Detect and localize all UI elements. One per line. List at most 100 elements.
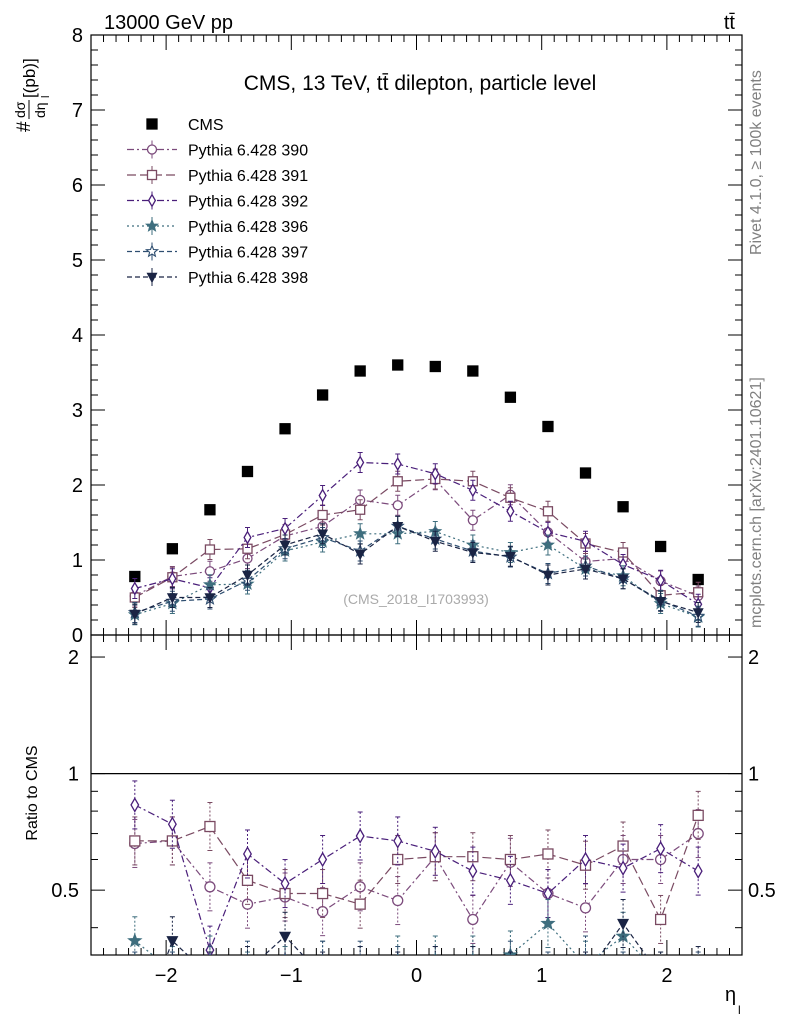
ratio-point [581,851,591,868]
data-point [467,515,478,526]
ratio-point [430,843,440,860]
y-tick-label: 2 [72,475,83,497]
ratio-line [134,833,699,921]
ratio-point [692,970,704,982]
y-label-unit: [(pb)] [20,58,39,98]
ratio-y-tick-label: 2 [68,647,79,669]
ratio-point [354,881,366,893]
series-pythia-6-428-390 [129,469,704,607]
series-pythia-6-428-391 [129,468,704,608]
ratio-series-layer [127,780,704,987]
data-point [654,540,667,553]
data-point [355,504,366,515]
ratio-point [204,964,216,976]
ratio-point [242,846,252,862]
ratio-point [354,959,366,971]
ratio-point [429,964,441,976]
legend-label: CMS [188,117,224,134]
x-tick-label: 0 [411,965,422,987]
series-line [134,461,699,605]
ratio-point [693,967,703,977]
ratio-point [205,972,215,982]
data-point [392,359,404,371]
ratio-point [467,913,479,926]
data-point [204,504,216,516]
ratio-series-pythia-6-428-398 [166,899,703,982]
data-point [617,501,629,513]
data-point [353,526,368,540]
main-axes: 0 1 2 3 4 5 6 7 8 [72,25,742,650]
legend-label: Pythia 6.428 398 [188,270,308,287]
ratio-point [354,964,366,976]
y-label-hash: # [14,121,35,132]
main-series-layer [127,359,706,628]
ratio-point [540,915,556,931]
ratio-y-tick-label-right: 2 [748,647,759,669]
ratio-series-pythia-6-428-392 [130,780,703,955]
ratio-point [316,959,328,971]
ratio-point [393,972,403,982]
ratio-point [618,860,628,876]
ratio-point [579,902,592,914]
ratio-point [166,936,179,948]
ratio-point [354,898,366,910]
legend-entry: Pythia 6.428 391 [127,166,308,185]
legend-marker [146,272,158,284]
ratio-point [617,918,630,931]
legend-entry: CMS [146,117,224,134]
data-point [204,593,216,604]
ratio-point [617,970,629,982]
ratio-point [584,951,587,955]
ratio-y-tick-label: 1 [68,764,79,786]
legend-marker [146,118,158,130]
ratio-point [692,809,704,822]
data-point [617,574,629,585]
series-line [134,525,699,617]
series-pythia-6-428-392 [130,452,703,615]
data-point [241,465,254,478]
legend-label: Pythia 6.428 392 [188,194,308,211]
ratio-point [241,959,253,971]
series-pythia-6-428-397 [127,515,706,627]
series-line [134,478,699,599]
ratio-point [692,975,704,987]
data-point [655,597,667,608]
ratio-point [392,894,404,907]
y-tick-label: 6 [72,175,83,197]
ratio-y-tick-label-right: 0.5 [748,880,776,902]
ratio-point [393,833,403,849]
y-tick-label: 1 [72,550,83,572]
data-point [579,467,592,479]
data-point [429,537,441,548]
ratio-point [318,972,328,982]
ratio-panel-frame [90,634,743,956]
rivet-label: Rivet 4.1.0, ≥ 100k events [748,70,765,255]
ratio-point [355,967,365,977]
legend-marker [146,169,158,181]
ratio-line [134,815,699,922]
data-point [243,530,252,545]
ratio-point [279,931,292,944]
data-point [316,389,329,401]
series-pythia-6-428-396 [127,521,706,628]
data-point [130,581,139,596]
data-point [506,504,515,519]
ratio-line [166,922,647,955]
watermark: (CMS_2018_I1703993) [343,591,489,607]
legend: CMS Pythia 6.428 390 Pythia 6.428 391 Pythi… [127,117,308,287]
data-point [317,529,329,540]
y-tick-label: 0 [72,625,83,647]
ratio-y-tick-label-right: 1 [748,764,759,786]
legend-marker [146,144,158,155]
series-line [134,525,699,615]
data-point [356,455,365,470]
legend-entry: Pythia 6.428 397 [127,242,308,262]
data-point [166,593,178,604]
y-axis-label: # dσ dη l [(pb)] [12,58,52,132]
x-tick-label: −2 [155,965,178,987]
ratio-y-label: Ratio to CMS [24,745,41,840]
data-point [317,509,328,521]
y-tick-label: 7 [72,100,83,122]
ratio-point [505,972,515,982]
legend-entry: Pythia 6.428 396 [127,217,308,236]
